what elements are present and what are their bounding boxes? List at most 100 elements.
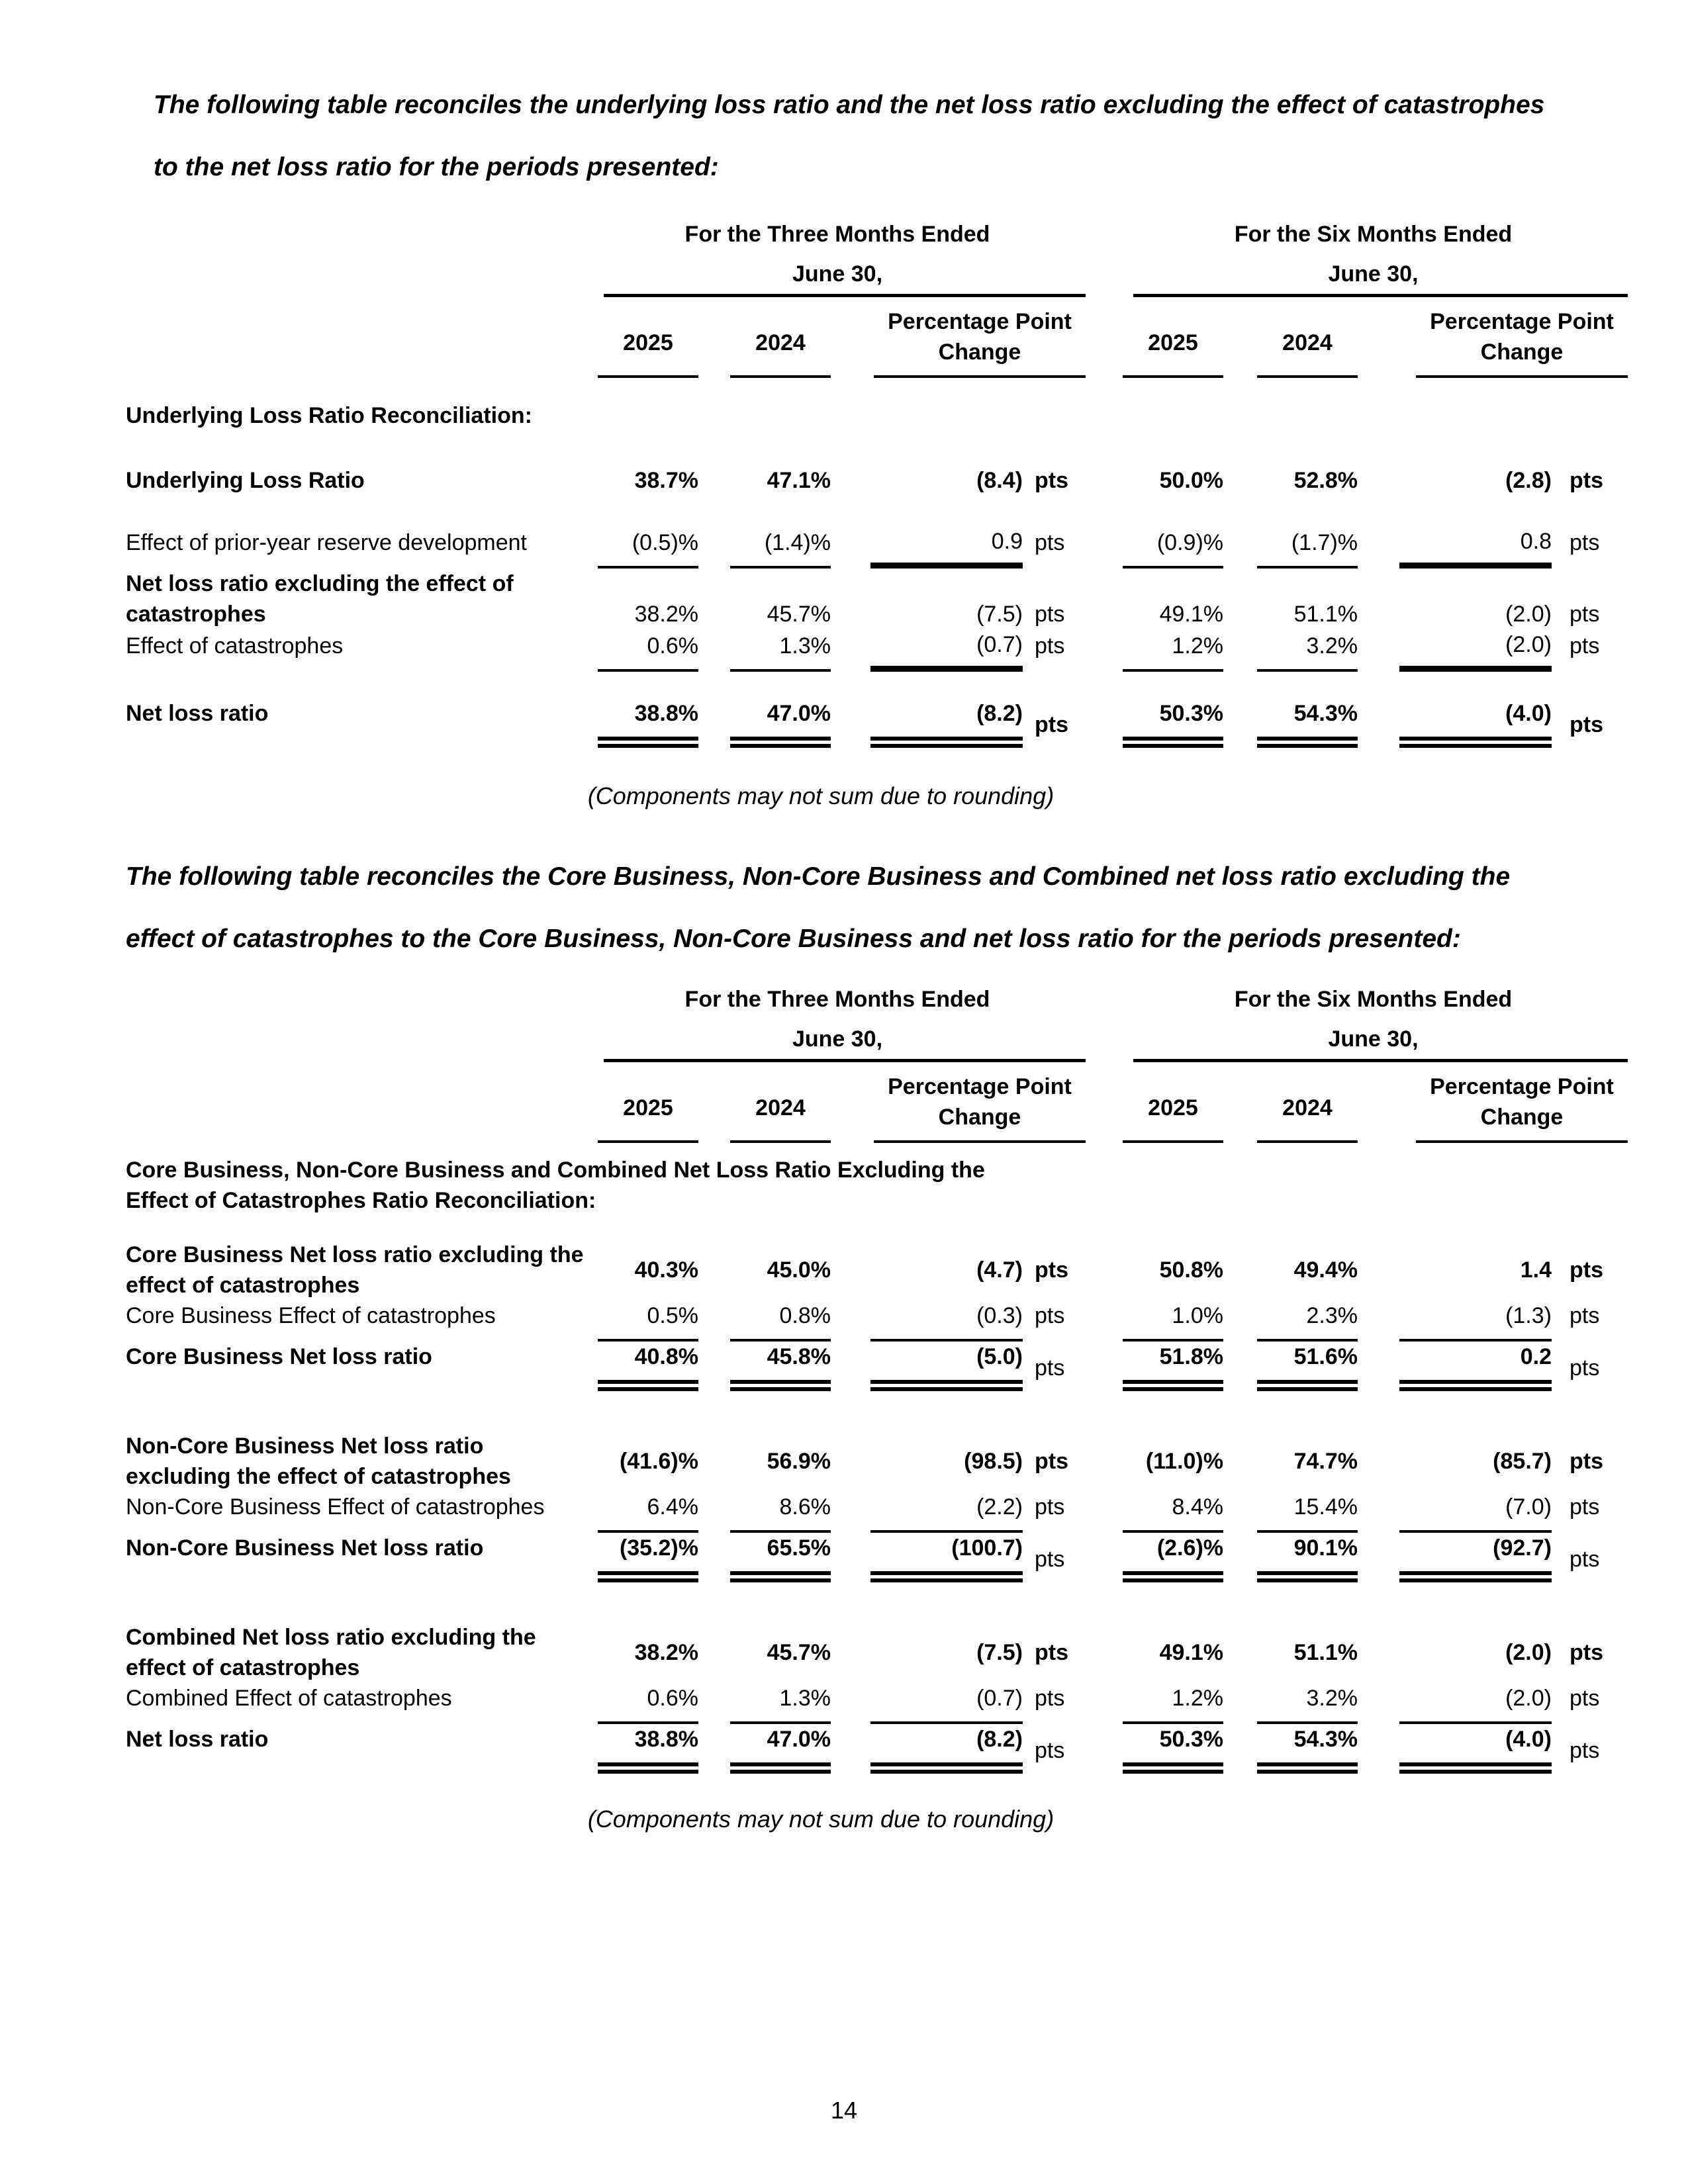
value-3mo-2025: 38.2% [634,1640,698,1665]
value-3mo-2025: 40.8% [598,1342,698,1391]
unit-pts: pts [1035,1355,1065,1381]
unit-pts: pts [1570,1257,1603,1283]
value-3mo-2024: 47.0% [730,698,831,748]
unit-pts: pts [1035,1303,1065,1328]
value-3mo-2024: 0.8% [730,1300,831,1342]
table-row: Net loss ratio 38.8% 47.0% (8.2) pts 50.… [126,698,1628,748]
value-3mo-ppc: (8.2) [870,1724,1023,1774]
value-6mo-2024: 54.3% [1257,698,1358,748]
value-6mo-ppc: (2.8) [1505,468,1552,493]
group-title: For the Three Months Ended [684,222,990,247]
value-6mo-2025: 50.3% [1123,1724,1223,1774]
col-header-ppc: Percentage Point Change [874,1071,1086,1143]
value-6mo-2025: 1.0% [1123,1300,1223,1342]
value-6mo-2024: 2.3% [1257,1300,1358,1342]
value-6mo-ppc: (2.0) [1505,1640,1552,1665]
section-label: Underlying Loss Ratio Reconciliation: [126,403,532,428]
value-6mo-ppc: (92.7) [1399,1533,1552,1582]
value-6mo-ppc: (2.0) [1399,629,1552,672]
value-3mo-2024: 1.3% [730,1683,831,1724]
unit-pts: pts [1035,1494,1065,1520]
unit-pts: pts [1035,1257,1068,1283]
row-label: Core Business Net loss ratio [126,1344,432,1369]
group-date: June 30, [792,261,883,287]
table-row: Net loss ratio 38.8% 47.0% (8.2) pts 50.… [126,1724,1628,1774]
table-row: Underlying Loss Ratio 38.7% 47.1% (8.4) … [126,465,1628,496]
unit-pts: pts [1035,1738,1065,1763]
row-label: Non-Core Business Net loss ratio excludi… [126,1433,511,1489]
row-label: Combined Effect of catastrophes [126,1686,452,1711]
value-3mo-ppc: (98.5) [964,1449,1023,1474]
unit-pts: pts [1570,468,1603,493]
unit-pts: pts [1035,633,1065,659]
column-header-row: 2025 2024 Percentage Point Change 2025 2… [126,1071,1628,1143]
value-3mo-ppc: (2.2) [870,1492,1023,1533]
table-row: Effect of prior-year reserve development… [126,526,1628,569]
group-header-three-months: For the Three Months Ended June 30, [589,979,1086,1062]
section-label-row: Core Business, Non-Core Business and Com… [126,1155,1628,1216]
value-3mo-ppc: (8.2) [870,698,1023,748]
value-6mo-ppc: 0.2 [1399,1342,1552,1391]
value-6mo-2025: (2.6)% [1123,1533,1223,1582]
value-6mo-ppc: (7.0) [1399,1492,1552,1533]
value-3mo-ppc: (5.0) [870,1342,1023,1391]
value-6mo-2024: 74.7% [1293,1449,1358,1474]
value-3mo-2024: 1.3% [730,631,831,672]
core-noncore-combined-table: For the Three Months Ended June 30, For … [126,979,1628,1774]
section-label-row: Underlying Loss Ratio Reconciliation: [126,400,1628,431]
table-row: Effect of catastrophes 0.6% 1.3% (0.7) p… [126,629,1628,672]
table-header: For the Three Months Ended June 30, For … [126,214,1628,297]
unit-pts: pts [1570,1686,1600,1711]
value-3mo-2025: 38.7% [634,468,698,493]
table-row: Core Business Net loss ratio 40.8% 45.8%… [126,1342,1628,1391]
value-6mo-ppc: (1.3) [1399,1300,1552,1342]
group-date: June 30, [792,1026,883,1052]
table-header: For the Three Months Ended June 30, For … [126,979,1628,1062]
value-3mo-2025: 6.4% [598,1492,698,1533]
unit-pts: pts [1570,1547,1600,1572]
rounding-note: (Components may not sum due to rounding) [587,1805,1055,1833]
value-6mo-2025: 1.2% [1123,631,1223,672]
unit-pts: pts [1035,1547,1065,1572]
row-label: Non-Core Business Effect of catastrophes [126,1494,545,1520]
value-6mo-ppc: (2.0) [1505,602,1552,627]
value-6mo-2024: 3.2% [1257,1683,1358,1724]
value-6mo-2024: (1.7)% [1257,527,1358,569]
value-3mo-2024: 65.5% [730,1533,831,1582]
col-header-2024: 2024 [730,328,831,378]
value-6mo-ppc: 0.8 [1399,526,1552,569]
unit-pts: pts [1035,712,1068,737]
col-header-ppc: Percentage Point Change [1416,306,1628,378]
value-6mo-ppc: (2.0) [1399,1683,1552,1724]
group-header-six-months: For the Six Months Ended June 30, [1119,214,1628,297]
value-6mo-ppc: (4.0) [1399,1724,1552,1774]
value-3mo-ppc: (0.7) [870,1683,1023,1724]
value-3mo-2024: 47.0% [730,1724,831,1774]
table-row: Non-Core Business Net loss ratio (35.2)%… [126,1533,1628,1582]
unit-pts: pts [1570,1303,1600,1328]
section-label: Core Business, Non-Core Business and Com… [126,1158,985,1213]
value-3mo-2024: 45.7% [767,1640,831,1665]
value-6mo-2024: 51.1% [1293,1640,1358,1665]
document-page: The following table reconciles the under… [126,91,1628,1833]
unit-pts: pts [1035,1640,1068,1665]
table-row: Combined Effect of catastrophes 0.6% 1.3… [126,1683,1628,1724]
value-3mo-2025: (35.2)% [598,1533,698,1582]
row-label: Core Business Net loss ratio excluding t… [126,1242,584,1298]
value-6mo-2024: 54.3% [1257,1724,1358,1774]
value-3mo-ppc: (100.7) [870,1533,1023,1582]
row-label: Net loss ratio [126,1727,269,1752]
value-3mo-ppc: (0.3) [870,1300,1023,1342]
row-label: Net loss ratio [126,701,269,726]
value-6mo-2025: 49.1% [1159,1640,1223,1665]
value-3mo-2024: 45.8% [730,1342,831,1391]
row-label: Combined Net loss ratio excluding the ef… [126,1625,536,1680]
table-row: Net loss ratio excluding the effect of c… [126,569,1628,629]
unit-pts: pts [1570,1449,1603,1474]
value-3mo-ppc: (0.7) [870,629,1023,672]
table-row: Non-Core Business Effect of catastrophes… [126,1492,1628,1533]
value-6mo-2024: 15.4% [1257,1492,1358,1533]
value-6mo-2025: 49.1% [1159,602,1223,627]
intro-paragraph-1: The following table reconciles the under… [154,91,1545,181]
value-6mo-ppc: (85.7) [1493,1449,1552,1474]
